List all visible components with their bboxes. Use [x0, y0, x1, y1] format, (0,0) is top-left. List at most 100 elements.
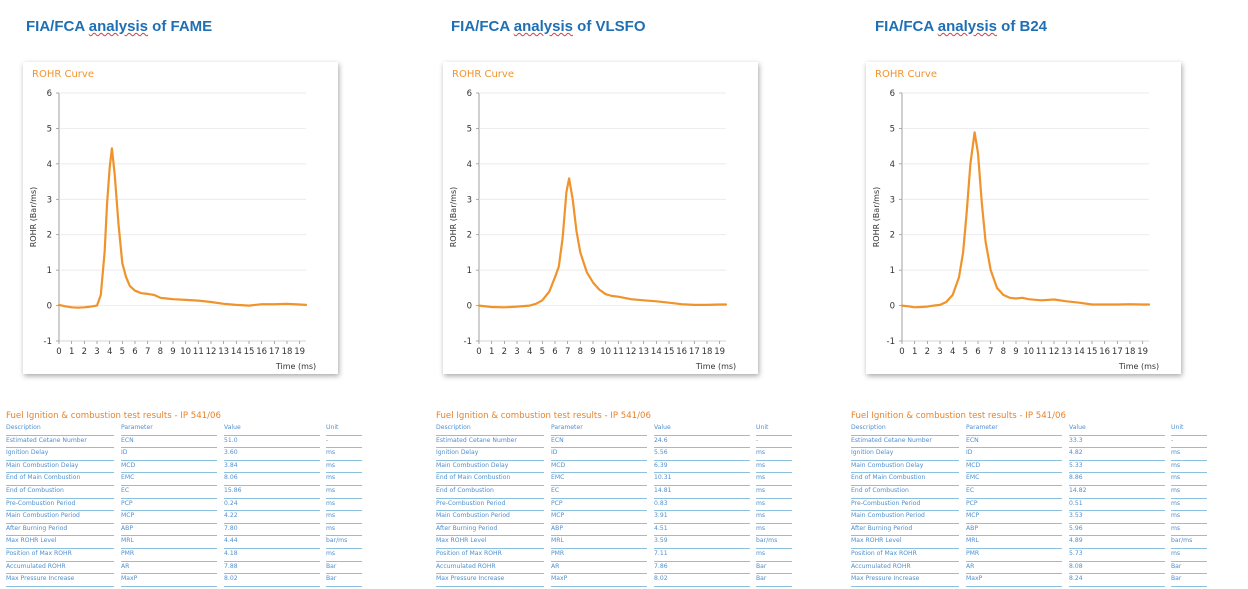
- y-tick-label: 3: [890, 195, 895, 205]
- panel-heading: FIA/FCA analysis of B24: [875, 18, 1047, 35]
- chart-title: ROHR Curve: [875, 69, 937, 80]
- x-tick-label: 15: [664, 347, 675, 357]
- value-cell: 4.51: [654, 523, 750, 537]
- unit-cell: ms: [1171, 510, 1207, 524]
- rohr-series-line: [900, 131, 1151, 309]
- x-tick-label: 14: [651, 347, 662, 357]
- x-tick-label: 16: [1099, 347, 1110, 357]
- y-tick-label: 5: [47, 124, 52, 134]
- x-tick-label: 9: [1013, 347, 1018, 357]
- x-tick-label: 19: [714, 347, 725, 357]
- panel-vlsfo: FIA/FCA analysis of VLSFO ROHR Curve -1 0 1…: [0, 0, 792, 589]
- x-tick-label: 10: [180, 347, 191, 357]
- table-row: Max Pressure Increase MaxP 8.02 Bar: [436, 573, 796, 587]
- x-tick-label: 13: [638, 347, 649, 357]
- unit-cell: bar/ms: [1171, 535, 1207, 549]
- y-tick-label: 2: [47, 231, 52, 241]
- table-row: Estimated Cetane Number ECN 51.0-: [6, 435, 366, 449]
- x-tick-label: 12: [626, 347, 637, 357]
- parameter-cell: Parameter: [121, 422, 217, 436]
- parameter-cell: ID: [551, 447, 647, 461]
- description-cell: After Burning Period: [436, 523, 544, 537]
- description-cell: Max ROHR Level: [436, 535, 544, 549]
- description-cell: Accumulated ROHR: [436, 561, 544, 575]
- value-cell: 4.89: [1069, 535, 1165, 549]
- y-tick-label: 4: [467, 160, 472, 170]
- value-cell: 8.02: [224, 573, 320, 587]
- y-tick-label: 6: [47, 89, 52, 99]
- parameter-cell: PCP: [966, 498, 1062, 512]
- description-cell: Main Combustion Delay: [6, 460, 114, 474]
- table-row: Pre-Combustion Period PCP 0.24 ms: [6, 498, 366, 512]
- description-cell: After Burning Period: [851, 523, 959, 537]
- x-tick-label: 19: [294, 347, 305, 357]
- value-cell: 15.86: [224, 485, 320, 499]
- x-tick-label: 13: [1061, 347, 1072, 357]
- y-tick-label: 1: [467, 266, 472, 276]
- parameter-cell: EC: [966, 485, 1062, 499]
- value-cell: Value: [654, 422, 750, 436]
- parameter-cell: AR: [966, 561, 1062, 575]
- table-row: Max Pressure Increase MaxP 8.24 Bar: [851, 573, 1211, 587]
- x-tick-label: 18: [1125, 347, 1136, 357]
- table-row: End of Main Combustion EMC 10.31 ms: [436, 472, 796, 486]
- heading-fuel: of FAME: [148, 18, 213, 35]
- value-cell: 3.60: [224, 447, 320, 461]
- parameter-cell: MRL: [966, 535, 1062, 549]
- table-row: Ignition Delay ID 5.56 ms: [436, 447, 796, 461]
- description-cell: Description: [436, 422, 544, 436]
- x-tick-label: 12: [206, 347, 217, 357]
- parameter-cell: MCP: [551, 510, 647, 524]
- table-row: End of Main Combustion EMC 8.06 ms: [6, 472, 366, 486]
- table-row: End of Main Combustion EMC 8.86 ms: [851, 472, 1211, 486]
- table-row: Max ROHR Level MRL 4.89 bar/ms: [851, 535, 1211, 549]
- y-tick-label: 5: [467, 124, 472, 134]
- x-tick-label: 1: [69, 347, 74, 357]
- parameter-cell: ECN: [121, 435, 217, 449]
- rohr-series-line: [477, 177, 728, 309]
- unit-cell: ms: [756, 523, 792, 537]
- unit-cell: -: [326, 435, 362, 449]
- y-tick-label: 1: [47, 266, 52, 276]
- description-cell: Max Pressure Increase: [6, 573, 114, 587]
- unit-cell: Bar: [1171, 561, 1207, 575]
- y-tick-label: 3: [47, 195, 52, 205]
- x-tick-label: 8: [158, 347, 163, 357]
- description-cell: Max Pressure Increase: [851, 573, 959, 587]
- heading-underlined: analysis: [513, 18, 573, 35]
- x-tick-label: 18: [282, 347, 293, 357]
- value-cell: 3.91: [654, 510, 750, 524]
- table-row: Accumulated ROHR AR 7.88 Bar: [6, 561, 366, 575]
- value-cell: 0.51: [1069, 498, 1165, 512]
- panel-b24: FIA/FCA analysis of B24 ROHR Curve -1 0 1 2 3…: [0, 0, 1207, 589]
- value-cell: 5.33: [1069, 460, 1165, 474]
- description-cell: Max ROHR Level: [6, 535, 114, 549]
- unit-cell: ms: [326, 548, 362, 562]
- parameter-cell: EMC: [121, 472, 217, 486]
- x-tick-label: 7: [145, 347, 150, 357]
- x-tick-label: 2: [502, 347, 507, 357]
- parameter-cell: PMR: [551, 548, 647, 562]
- x-tick-label: 17: [1112, 347, 1123, 357]
- unit-cell: ms: [756, 460, 792, 474]
- x-tick-label: 1: [912, 347, 917, 357]
- parameter-cell: MCP: [966, 510, 1062, 524]
- unit-cell: Unit: [326, 422, 362, 436]
- y-axis-label: ROHR (Bar/ms): [29, 187, 38, 248]
- unit-cell: ms: [756, 472, 792, 486]
- y-tick-label: 5: [890, 124, 895, 134]
- value-cell: 8.06: [224, 472, 320, 486]
- table-row: Accumulated ROHR AR 8.08 Bar: [851, 561, 1211, 575]
- description-cell: End of Combustion: [851, 485, 959, 499]
- parameter-cell: PCP: [121, 498, 217, 512]
- parameter-cell: PMR: [966, 548, 1062, 562]
- value-cell: 5.56: [654, 447, 750, 461]
- value-cell: 14.82: [1069, 485, 1165, 499]
- table-row: Pre-Combustion Period PCP 0.83 ms: [436, 498, 796, 512]
- description-cell: Accumulated ROHR: [6, 561, 114, 575]
- table-row: Position of Max ROHR PMR 5.73 ms: [851, 548, 1211, 562]
- table-row: Estimated Cetane Number ECN 33.3-: [851, 435, 1211, 449]
- y-tick-label: 0: [47, 302, 52, 312]
